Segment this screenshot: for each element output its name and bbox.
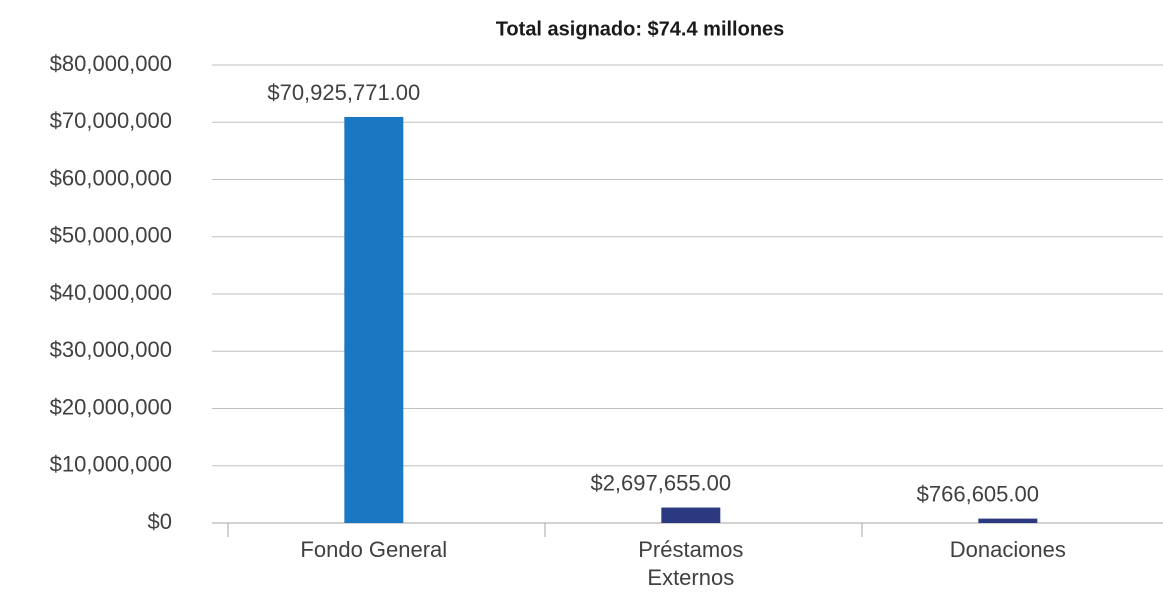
y-tick-label: $20,000,000 <box>50 394 172 419</box>
y-tick-label: $50,000,000 <box>50 223 172 248</box>
bar <box>661 507 721 523</box>
y-tick-label: $40,000,000 <box>50 280 172 305</box>
y-tick-label: $80,000,000 <box>50 51 172 76</box>
y-tick-label: $70,000,000 <box>50 108 172 133</box>
value-label: $766,605.00 <box>917 481 1039 506</box>
x-tick-label: Fondo General <box>300 537 447 562</box>
x-tick-label: Préstamos Externos <box>638 537 743 590</box>
bar <box>978 518 1038 523</box>
value-label: $2,697,655.00 <box>590 470 731 495</box>
chart-title: Total asignado: $74.4 millones <box>496 18 785 40</box>
bar <box>344 116 404 524</box>
y-tick-label: $0 <box>148 509 172 534</box>
value-label: $70,925,771.00 <box>267 80 420 105</box>
y-tick-label: $30,000,000 <box>50 337 172 362</box>
y-tick-label: $10,000,000 <box>50 452 172 477</box>
x-tick-label: Donaciones <box>950 537 1066 562</box>
y-tick-label: $60,000,000 <box>50 165 172 190</box>
